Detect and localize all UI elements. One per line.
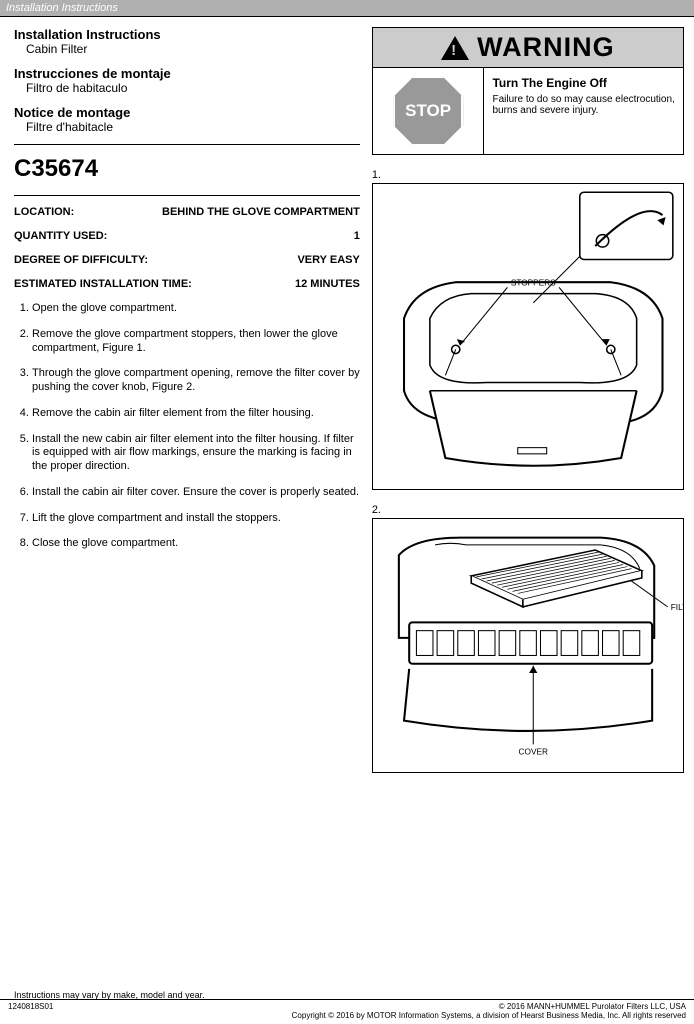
annot-filter: FILTER	[671, 603, 683, 612]
steps-list: Open the glove compartment. Remove the g…	[14, 302, 360, 551]
stop-text: STOP	[405, 101, 451, 121]
main-content: Installation Instructions Cabin Filter I…	[0, 17, 694, 787]
part-number: C35674	[14, 155, 360, 183]
title-en: Installation Instructions Cabin Filter	[14, 27, 360, 56]
figure-1: STOPPERS	[372, 183, 684, 490]
step-item: Through the glove compartment opening, r…	[32, 367, 360, 395]
warning-body: STOP Turn The Engine Off Failure to do s…	[373, 68, 683, 154]
figure-1-svg: STOPPERS	[373, 184, 683, 484]
footer: 1240818S01 © 2016 MANN+HUMMEL Purolator …	[0, 999, 694, 1024]
warning-triangle-icon	[441, 36, 469, 60]
spec-value: BEHIND THE GLOVE COMPARTMENT	[162, 206, 360, 218]
step-item: Open the glove compartment.	[32, 302, 360, 316]
warning-msg-title: Turn The Engine Off	[492, 76, 675, 90]
annot-cover: COVER	[518, 748, 547, 757]
doc-number: 1240818S01	[8, 1002, 53, 1020]
figure-2-svg: FILTER COVER	[373, 519, 683, 767]
spec-label: DEGREE OF DIFFICULTY:	[14, 254, 148, 266]
figure-1-label: 1.	[372, 169, 684, 181]
step-item: Remove the glove compartment stoppers, t…	[32, 328, 360, 356]
figure-2: FILTER COVER	[372, 518, 684, 773]
stop-sign-icon: STOP	[393, 76, 463, 146]
spec-location: LOCATION: BEHIND THE GLOVE COMPARTMENT	[14, 206, 360, 218]
title-es-main: Instrucciones de montaje	[14, 66, 360, 81]
title-fr: Notice de montage Filtre d'habitacle	[14, 105, 360, 134]
title-en-main: Installation Instructions	[14, 27, 360, 42]
header-bar: Installation Instructions	[0, 0, 694, 17]
spec-difficulty: DEGREE OF DIFFICULTY: VERY EASY	[14, 254, 360, 266]
title-es: Instrucciones de montaje Filtro de habit…	[14, 66, 360, 95]
spec-time: ESTIMATED INSTALLATION TIME: 12 MINUTES	[14, 278, 360, 290]
copyright-1: © 2016 MANN+HUMMEL Purolator Filters LLC…	[292, 1002, 686, 1011]
stop-cell: STOP	[373, 68, 485, 154]
warning-msg-body: Failure to do so may cause electrocution…	[492, 94, 675, 116]
spec-value: 12 MINUTES	[295, 278, 360, 290]
divider-2	[14, 195, 360, 196]
step-item: Lift the glove compartment and install t…	[32, 512, 360, 526]
copyright-2: Copyright © 2016 by MOTOR Information Sy…	[292, 1011, 686, 1020]
warning-header: WARNING	[373, 28, 683, 68]
figure-2-label: 2.	[372, 504, 684, 516]
warning-title: WARNING	[477, 32, 615, 63]
title-en-sub: Cabin Filter	[14, 42, 360, 56]
spec-label: QUANTITY USED:	[14, 230, 107, 242]
title-fr-main: Notice de montage	[14, 105, 360, 120]
spec-quantity: QUANTITY USED: 1	[14, 230, 360, 242]
step-item: Install the new cabin air filter element…	[32, 433, 360, 474]
footer-copyright: © 2016 MANN+HUMMEL Purolator Filters LLC…	[292, 1002, 686, 1020]
warning-message: Turn The Engine Off Failure to do so may…	[484, 68, 683, 154]
annot-stoppers: STOPPERS	[511, 278, 556, 287]
spec-label: ESTIMATED INSTALLATION TIME:	[14, 278, 192, 290]
right-column: WARNING STOP Turn The Engine Off Failure…	[368, 17, 694, 787]
title-fr-sub: Filtre d'habitacle	[14, 120, 360, 134]
step-item: Remove the cabin air filter element from…	[32, 407, 360, 421]
title-es-sub: Filtro de habitaculo	[14, 81, 360, 95]
warning-box: WARNING STOP Turn The Engine Off Failure…	[372, 27, 684, 155]
divider	[14, 144, 360, 145]
step-item: Install the cabin air filter cover. Ensu…	[32, 486, 360, 500]
left-column: Installation Instructions Cabin Filter I…	[0, 17, 368, 787]
spec-value: 1	[354, 230, 360, 242]
header-title: Installation Instructions	[6, 2, 118, 14]
footer-row: 1240818S01 © 2016 MANN+HUMMEL Purolator …	[8, 1002, 686, 1020]
step-item: Close the glove compartment.	[32, 537, 360, 551]
spec-value: VERY EASY	[297, 254, 359, 266]
spec-label: LOCATION:	[14, 206, 74, 218]
